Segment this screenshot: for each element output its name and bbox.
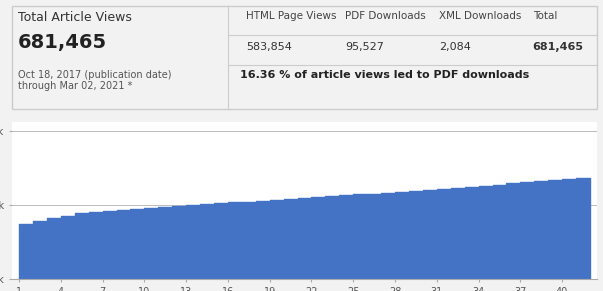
Text: 16.36 % of article views led to PDF downloads: 16.36 % of article views led to PDF down… xyxy=(240,70,529,80)
Text: 95,527: 95,527 xyxy=(346,42,384,52)
Text: Total Article Views: Total Article Views xyxy=(18,11,132,24)
Text: Total: Total xyxy=(532,11,557,21)
FancyBboxPatch shape xyxy=(12,6,597,109)
Text: Oct 18, 2017 (publication date)
through Mar 02, 2021 *: Oct 18, 2017 (publication date) through … xyxy=(18,70,171,91)
Text: 583,854: 583,854 xyxy=(246,42,292,52)
Text: 2,084: 2,084 xyxy=(439,42,471,52)
Text: 681,465: 681,465 xyxy=(532,42,584,52)
Text: PDF Downloads: PDF Downloads xyxy=(346,11,426,21)
Text: XML Downloads: XML Downloads xyxy=(439,11,522,21)
Text: HTML Page Views: HTML Page Views xyxy=(246,11,336,21)
Text: 681,465: 681,465 xyxy=(18,33,107,52)
